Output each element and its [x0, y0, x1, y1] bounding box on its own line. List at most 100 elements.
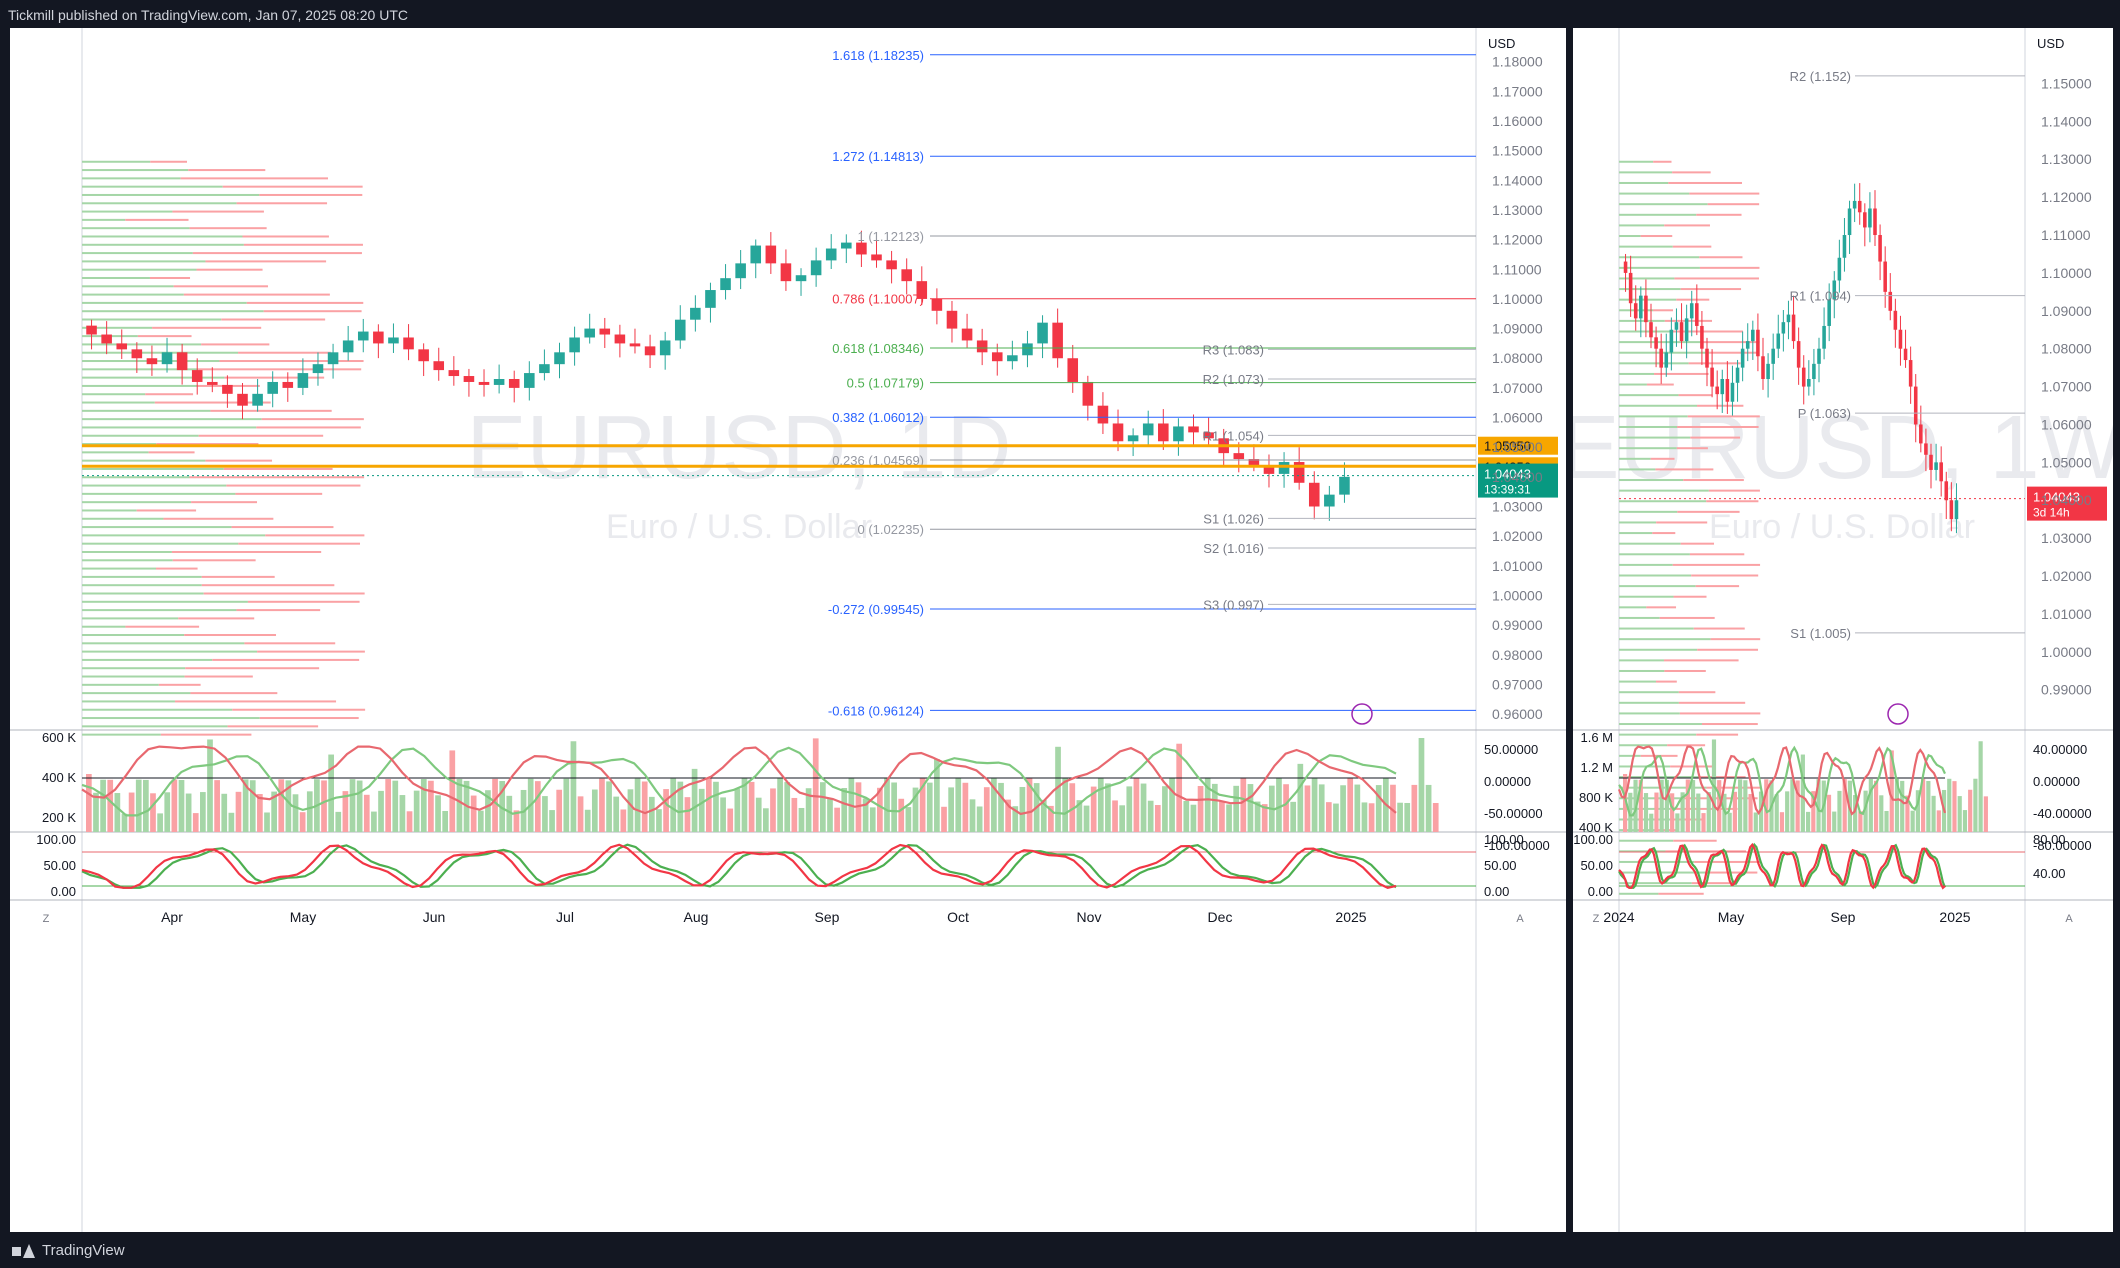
volume-profile-up-bar: [82, 501, 192, 504]
candle-body: [644, 346, 656, 356]
volume-profile-up-bar: [82, 426, 257, 429]
volume-profile-down-bar: [203, 592, 365, 595]
volume-profile-down-bar: [184, 675, 253, 678]
volume-bar: [1758, 791, 1764, 832]
volume-bar: [1738, 779, 1743, 832]
volume-bar: [449, 750, 456, 832]
volume-profile-down-bar: [1652, 309, 1674, 312]
candle-body: [1730, 382, 1735, 402]
volume-bar: [1219, 801, 1225, 832]
volume-bar: [1333, 803, 1339, 832]
volume-profile-down-bar: [1670, 765, 1717, 768]
candle-body: [1949, 500, 1954, 520]
volume-bar: [1884, 810, 1889, 832]
volume-profile-up-bar: [1619, 871, 1708, 874]
candle-body: [1939, 462, 1943, 482]
stoch-d-line: [81, 843, 1397, 889]
candle-body: [463, 376, 475, 382]
price-tick-label: 1.15000: [2041, 75, 2092, 91]
volume-profile-down-bar: [1680, 288, 1742, 291]
candle-body: [146, 358, 158, 365]
daily-chart-panel[interactable]: EURUSD, 1D Euro / U.S. Dollar 1.618 (1.182…: [10, 28, 1566, 1232]
candle-body: [871, 254, 882, 261]
volume-bar: [1126, 786, 1133, 832]
volume-profile-up-bar: [82, 276, 150, 279]
volume-profile-up-bar: [1619, 765, 1671, 768]
last-price-label: 1.04043: [1484, 467, 1531, 482]
candle-body: [1695, 303, 1699, 326]
volume-bar: [955, 778, 962, 832]
volume-profile-up-bar: [82, 293, 184, 296]
pivot-label: S1 (1.026): [1203, 511, 1264, 526]
volume-bar: [292, 794, 299, 832]
volume-profile-up-bar: [82, 451, 149, 454]
candle-body: [976, 340, 988, 353]
volume-bar: [107, 779, 114, 832]
volume-profile-up-bar: [82, 243, 244, 246]
volume-bar: [1957, 796, 1962, 832]
volume-profile-down-bar: [173, 285, 269, 288]
stoch-k-line: [81, 843, 1397, 889]
volume-bar: [1706, 792, 1711, 832]
volume-profile-up-bar: [1619, 213, 1697, 216]
candle-body: [841, 242, 852, 249]
candle-body: [1705, 348, 1709, 368]
price-tick-label: 1.11000: [1492, 261, 1542, 277]
volume-profile-down-bar: [1646, 383, 1674, 386]
candle-body: [116, 343, 128, 350]
volume-bar: [242, 779, 249, 832]
volume-profile-down-bar: [1708, 489, 1760, 492]
candle-body: [1786, 314, 1791, 323]
candle-body: [1644, 295, 1648, 323]
tradingview-logo-icon: [12, 1244, 35, 1258]
candle-body: [1339, 476, 1350, 495]
volume-bar: [1915, 790, 1920, 832]
volume-bar: [207, 739, 213, 832]
candle-body: [1278, 462, 1290, 474]
volume-bar: [86, 774, 92, 832]
volume-profile-up-bar: [82, 434, 199, 437]
pivot-label: S2 (1.016): [1203, 541, 1264, 556]
volume-profile-up-bar: [1619, 171, 1673, 174]
volume-bar: [1340, 785, 1346, 832]
volume-profile-down-bar: [242, 235, 329, 238]
volume-profile-up-bar: [82, 268, 197, 271]
fib-level-label: 1 (1.12123): [858, 229, 925, 244]
volume-bar: [1795, 780, 1800, 832]
last-price-tag-bg: [2027, 486, 2107, 521]
volume-profile-down-bar: [231, 526, 334, 529]
volume-bar: [1774, 794, 1779, 832]
volume-profile-up-bar: [1619, 245, 1673, 248]
volume-bar: [128, 792, 135, 832]
candle-body: [1689, 303, 1694, 319]
stoch-tick-label: 50.00: [1580, 858, 1613, 873]
price-tick-label: 1.18000: [1492, 54, 1543, 70]
time-tick-label: 2024: [1603, 909, 1634, 925]
daily-chart[interactable]: EURUSD, 1D Euro / U.S. Dollar 1.618 (1.182…: [10, 28, 1566, 1232]
corner-z-label: Z: [1593, 913, 1600, 925]
candle-body: [1847, 208, 1852, 236]
volume-bar: [1112, 800, 1118, 832]
volume-profile-down-bar: [1690, 436, 1741, 439]
volume-bar: [200, 792, 206, 832]
volume-bar: [157, 813, 163, 832]
volume-profile-up-bar: [1619, 383, 1647, 386]
volume-profile-up-bar: [82, 700, 175, 703]
volume-profile-up-bar: [82, 351, 239, 354]
volume-profile-down-bar: [1646, 606, 1677, 609]
volume-profile-down-bar: [1691, 882, 1738, 885]
volume-profile-down-bar: [1663, 659, 1739, 662]
volume-profile-up-bar: [1619, 372, 1655, 375]
volume-bar: [542, 796, 548, 832]
volume-profile-down-bar: [238, 351, 331, 354]
volume-tick-label: 1.6 M: [1580, 730, 1613, 745]
volume-bar: [285, 780, 292, 832]
footer-brand[interactable]: TradingView: [0, 1234, 2120, 1268]
stoch-tick-label: 0.00: [1588, 884, 1613, 899]
candle-body: [1878, 235, 1882, 262]
weekly-chart-panel[interactable]: EURUSD, 1W Euro / U.S. Dollar R2 (1.152) R1…: [1559, 28, 2120, 1232]
volume-profile-down-bar: [1688, 362, 1741, 365]
volume-bar: [1868, 778, 1873, 832]
volume-profile-up-bar: [1619, 701, 1679, 704]
